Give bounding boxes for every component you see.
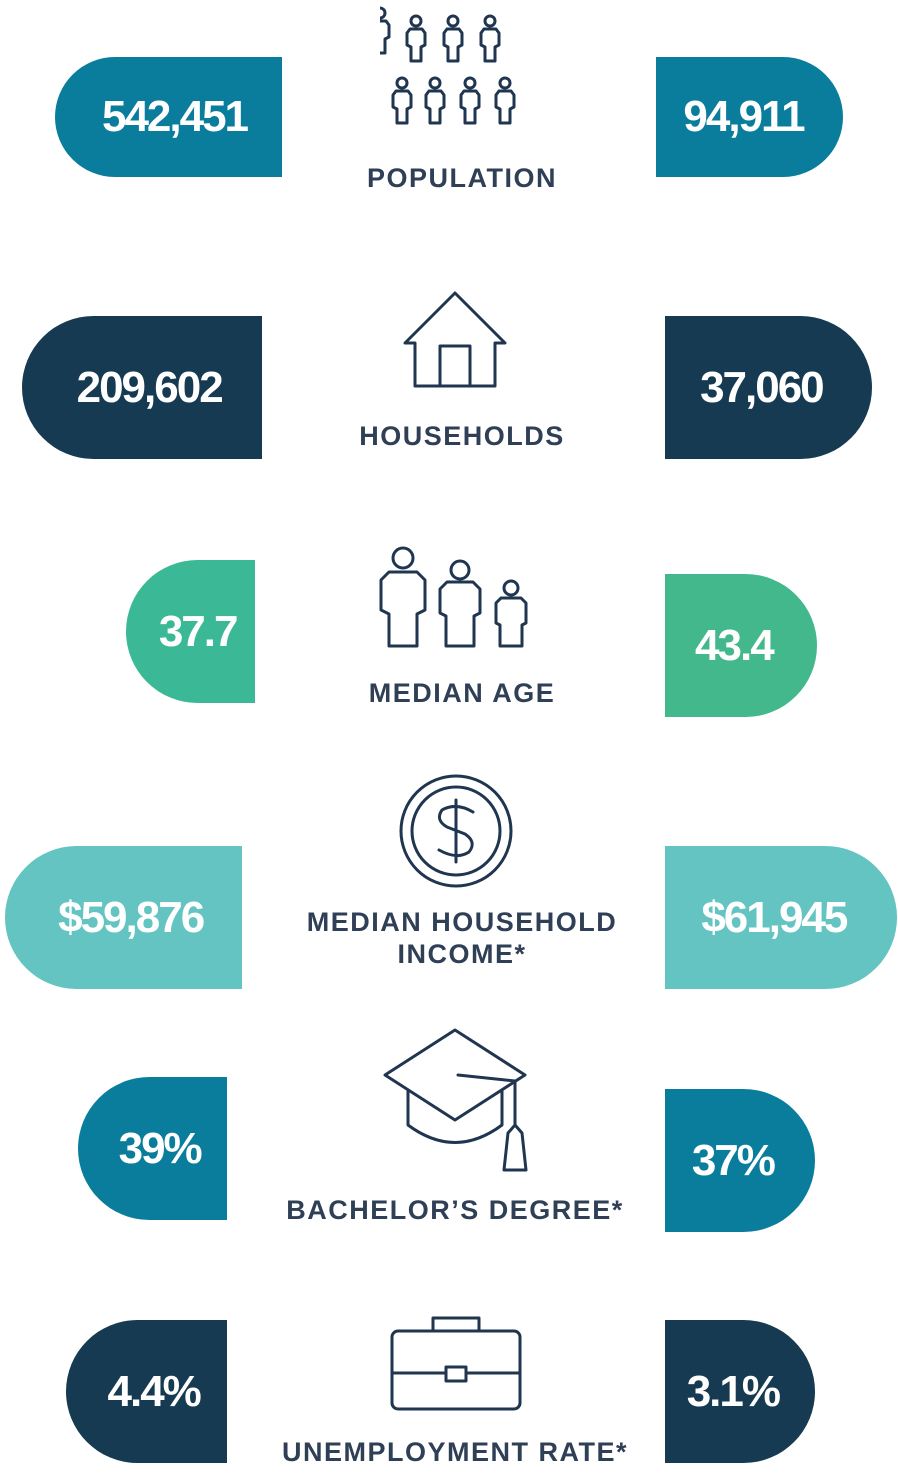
house-icon <box>403 291 507 388</box>
right-value: 37% <box>665 1089 815 1232</box>
left-value: 39% <box>78 1077 227 1220</box>
left-value: 209,602 <box>22 316 262 459</box>
family-icon <box>379 546 528 648</box>
label: HOUSEHOLDS <box>359 421 565 451</box>
left-value: 4.4% <box>66 1320 227 1463</box>
label: UNEMPLOYMENT RATE* <box>281 1437 628 1467</box>
label: MEDIAN HOUSEHOLD INCOME* <box>306 907 618 969</box>
left-value: 37.7 <box>126 560 255 703</box>
cap-icon <box>383 1028 528 1172</box>
left-value: $59,876 <box>5 846 242 989</box>
label: BACHELOR’S DEGREE* <box>286 1195 624 1225</box>
label: POPULATION <box>367 163 557 193</box>
label: MEDIAN AGE <box>368 678 556 708</box>
right-value: 43.4 <box>665 574 817 717</box>
people-icon <box>380 6 516 125</box>
left-value: 542,451 <box>55 57 282 177</box>
briefcase-icon <box>390 1316 522 1411</box>
coin-icon <box>399 774 513 888</box>
right-value: $61,945 <box>665 846 897 989</box>
right-value: 37,060 <box>665 316 872 459</box>
right-value: 3.1% <box>665 1320 815 1463</box>
right-value: 94,911 <box>656 57 843 177</box>
